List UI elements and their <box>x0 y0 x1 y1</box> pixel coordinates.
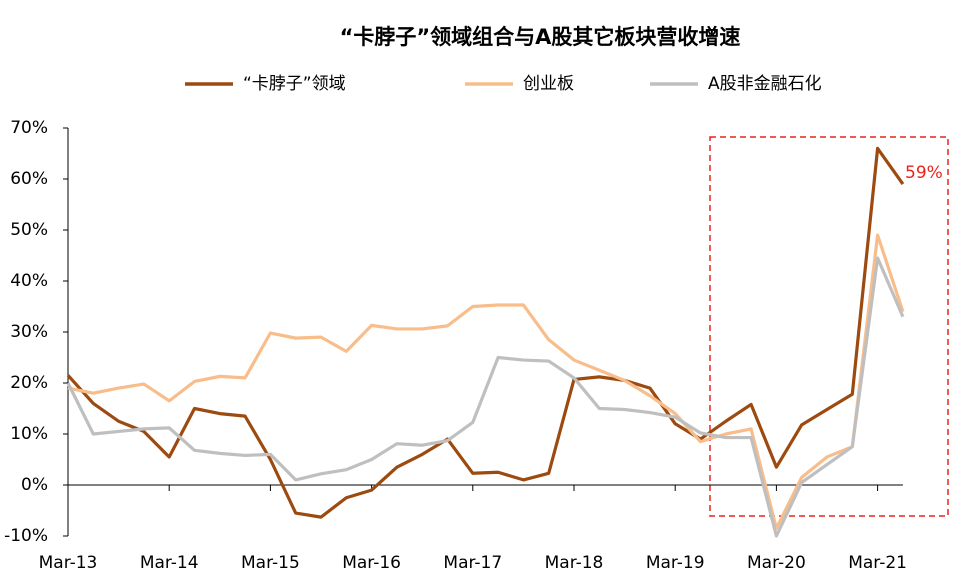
series-line <box>67 233 905 530</box>
series-line <box>66 256 905 538</box>
chart-title: “卡脖子”领域组合与A股其它板块营收增速 <box>340 25 741 49</box>
x-tick-label: Mar-18 <box>545 553 604 573</box>
y-tick-label: 60% <box>10 169 48 189</box>
x-tick-label: Mar-16 <box>342 553 401 573</box>
y-tick-label: 10% <box>10 424 48 444</box>
x-tick-label: Mar-14 <box>140 553 199 573</box>
y-tick-label: 70% <box>10 118 48 138</box>
x-tick-label: Mar-21 <box>848 553 907 573</box>
legend-label: 创业板 <box>523 74 574 94</box>
series-line <box>66 146 905 519</box>
y-tick-label: -10% <box>4 526 48 546</box>
annotation: 59% <box>905 163 943 183</box>
legend-label: “卡脖子”领域 <box>243 74 346 94</box>
y-tick-label: 20% <box>10 373 48 393</box>
y-tick-label: 50% <box>10 220 48 240</box>
x-tick-label: Mar-19 <box>646 553 705 573</box>
legend-label: A股非金融石化 <box>708 74 822 94</box>
y-tick-label: 30% <box>10 322 48 342</box>
x-tick-label: Mar-13 <box>39 553 98 573</box>
highlight-box <box>709 136 949 517</box>
y-tick-label: 0% <box>21 475 48 495</box>
y-tick-label: 40% <box>10 271 48 291</box>
x-tick-label: Mar-17 <box>443 553 502 573</box>
x-tick-label: Mar-15 <box>241 553 300 573</box>
x-tick-label: Mar-20 <box>747 553 806 573</box>
